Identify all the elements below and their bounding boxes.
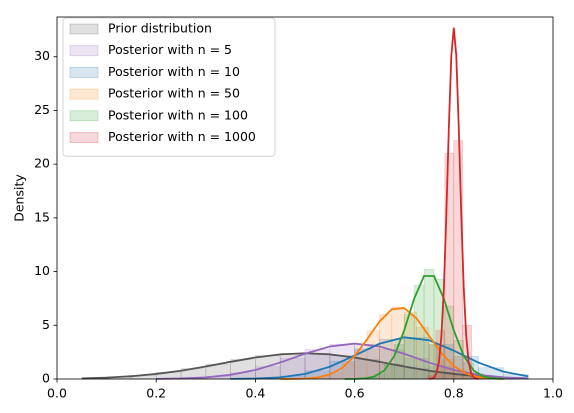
legend-swatch bbox=[69, 45, 99, 57]
histogram-bar bbox=[379, 349, 405, 380]
legend-label: Posterior with n = 100 bbox=[108, 107, 248, 122]
y-axis-label: Density bbox=[12, 174, 27, 222]
density-line bbox=[344, 275, 504, 380]
histogram-bar bbox=[384, 364, 395, 380]
legend-label: Prior distribution bbox=[108, 21, 212, 36]
histogram-bar bbox=[444, 153, 455, 380]
y-tick-label: 30 bbox=[34, 48, 50, 63]
x-tick-label: 0.2 bbox=[146, 386, 166, 401]
y-tick-label: 0 bbox=[42, 371, 50, 386]
legend-label: Posterior with n = 50 bbox=[108, 86, 240, 101]
legend-box bbox=[62, 17, 276, 157]
x-tick-label: 0.8 bbox=[444, 386, 464, 401]
legend-label: Posterior with n = 10 bbox=[108, 64, 240, 79]
y-tick-label: 20 bbox=[34, 156, 50, 171]
legend-label: Posterior with n = 1000 bbox=[108, 129, 256, 144]
histogram-bar bbox=[379, 338, 405, 380]
y-tick-label: 5 bbox=[42, 317, 50, 332]
x-tick-label: 0.4 bbox=[245, 386, 265, 401]
density-line bbox=[280, 307, 504, 380]
density-line bbox=[230, 336, 529, 380]
y-tick-label: 15 bbox=[34, 209, 50, 224]
x-tick-label: 0.6 bbox=[345, 386, 365, 401]
legend-label: Posterior with n = 5 bbox=[108, 42, 232, 57]
density-line bbox=[428, 27, 479, 380]
plot-area bbox=[81, 27, 529, 380]
legend-swatch bbox=[69, 67, 99, 78]
x-tick-label: 0.0 bbox=[47, 386, 67, 401]
legend-swatch bbox=[69, 110, 99, 122]
density-line bbox=[156, 342, 529, 380]
x-tick-label: 1.0 bbox=[543, 386, 563, 401]
histogram-bar bbox=[413, 285, 425, 380]
legend-swatch bbox=[69, 132, 99, 143]
legend-swatch bbox=[69, 88, 99, 100]
legend-swatch bbox=[69, 23, 99, 35]
y-tick-label: 25 bbox=[34, 102, 50, 117]
plot-frame bbox=[56, 16, 554, 380]
y-tick-label: 10 bbox=[34, 263, 50, 278]
